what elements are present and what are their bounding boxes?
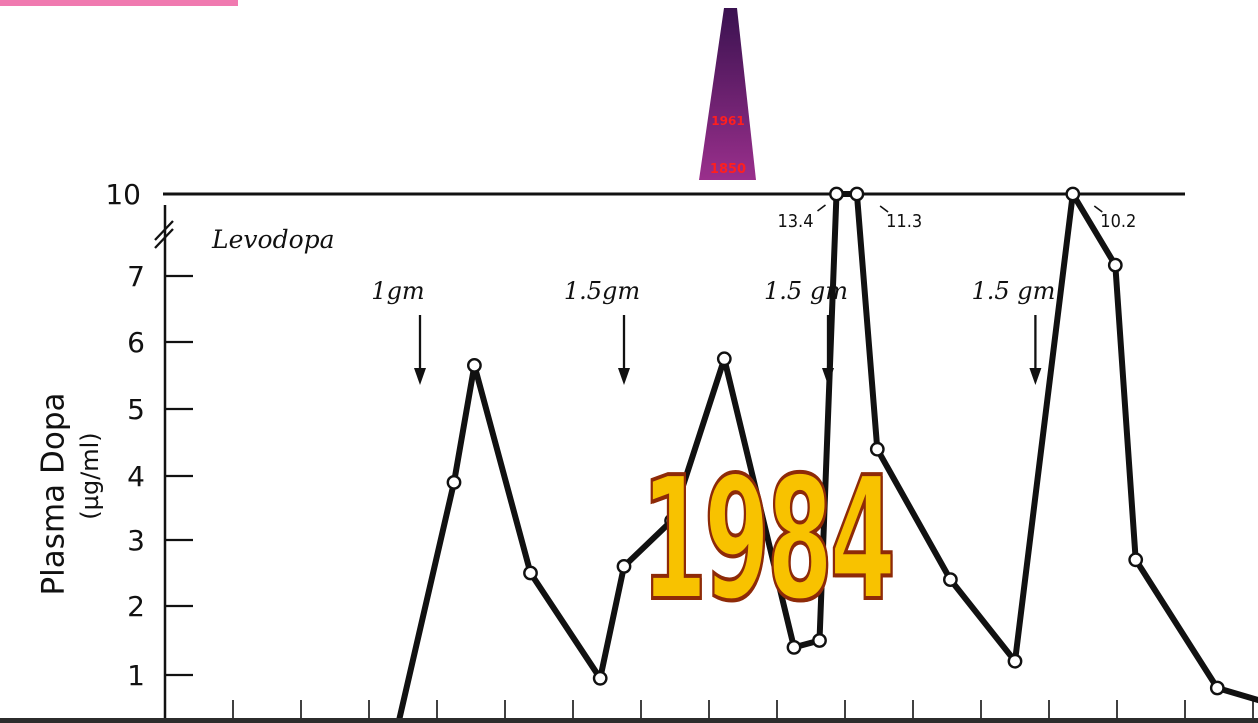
dose-arrow-head <box>1029 368 1042 385</box>
levodopa-data-point <box>869 441 885 457</box>
decor-group: 1961 1850 <box>699 8 756 180</box>
y-tick-label: 2 <box>127 590 145 623</box>
levodopa-data-point <box>523 565 538 581</box>
dose-arrow-head <box>618 368 630 385</box>
pink-highlight-bar <box>0 0 238 6</box>
levodopa-data-point <box>1107 257 1123 273</box>
dose-label: 1.5 gm <box>971 277 1055 305</box>
dose-label: 1.5 gm <box>764 277 848 305</box>
series-group <box>395 186 1258 723</box>
y-tick-label: 6 <box>127 326 145 359</box>
levodopa-data-point <box>1128 552 1144 568</box>
levodopa-series-line <box>395 191 1258 723</box>
triangle-bottom-label: 1850 <box>710 162 746 177</box>
axes-group: 1 2 3 4 5 6 7 10 <box>105 178 1254 720</box>
levodopa-data-point <box>812 633 827 648</box>
levodopa-data-point <box>849 186 865 202</box>
peak-label-leader <box>879 205 889 213</box>
axis-break-mark <box>154 220 174 249</box>
y-tick-label: 10 <box>105 178 141 211</box>
purple-triangle <box>699 8 756 180</box>
levodopa-data-point <box>829 186 844 202</box>
levodopa-data-point <box>1209 680 1225 696</box>
levodopa-data-point <box>1007 653 1023 669</box>
y-tick-label: 7 <box>127 260 145 293</box>
levodopa-data-point <box>446 474 462 490</box>
peak-label-leader <box>1093 205 1103 213</box>
levodopa-data-point <box>716 351 732 367</box>
y-tick-label: 1 <box>127 659 145 692</box>
levodopa-data-point <box>616 559 632 574</box>
levodopa-data-point <box>466 357 482 373</box>
dose-label: 1.5gm <box>564 277 640 305</box>
peak-label: 11.3 <box>886 211 922 232</box>
series-name-label: Levodopa <box>211 225 335 254</box>
levodopa-data-point <box>1065 186 1081 202</box>
y-tick-label: 4 <box>127 460 145 493</box>
peak-label-leader <box>817 204 826 212</box>
levodopa-data-point <box>943 572 958 587</box>
y-tick-label: 5 <box>127 393 145 426</box>
dose-arrow-head <box>414 368 426 385</box>
bottom-border-strip <box>0 718 1258 723</box>
levodopa-data-point <box>664 513 679 529</box>
y-tick-label: 3 <box>127 524 145 557</box>
peak-label: 13.4 <box>777 211 813 232</box>
dose-label: 1gm <box>371 277 424 305</box>
peak-label: 10.2 <box>1100 211 1136 232</box>
levodopa-data-point <box>786 640 802 655</box>
dose-arrow-head <box>822 368 834 385</box>
y-axis-unit: (µg/ml) <box>76 432 104 520</box>
triangle-top-label: 1961 <box>711 114 744 128</box>
y-axis-title: Plasma Dopa <box>35 392 72 596</box>
levodopa-data-point <box>592 670 608 686</box>
